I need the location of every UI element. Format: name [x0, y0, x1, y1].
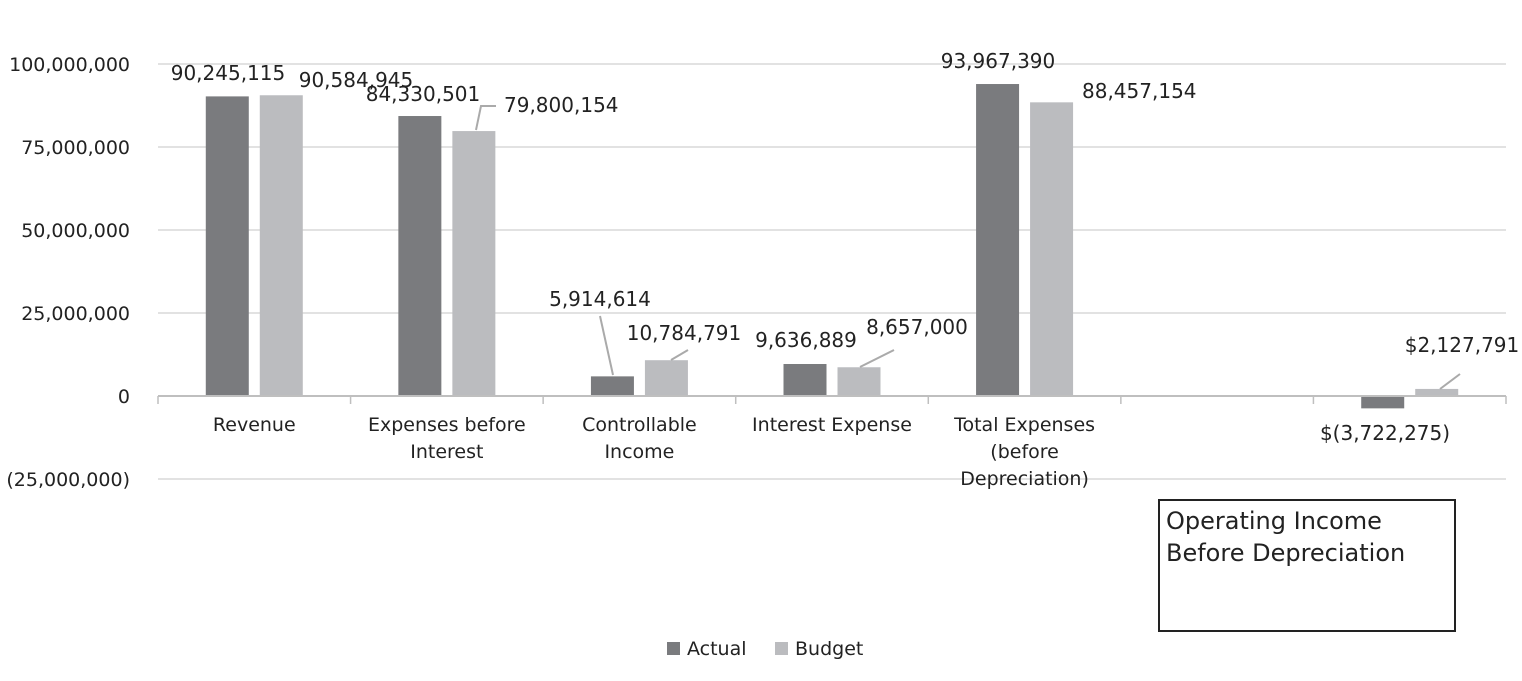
- y-tick-label: 100,000,000: [9, 54, 130, 76]
- data-label-leader: [670, 349, 689, 361]
- data-label-actual-3: 9,636,889: [755, 328, 857, 352]
- y-tick-label: 0: [118, 386, 130, 408]
- bar-budget-6: [1415, 388, 1459, 396]
- x-tick-label: Controllable: [582, 414, 697, 436]
- note-line-2: Before Depreciation: [1166, 539, 1406, 567]
- data-label-leader: [475, 105, 496, 131]
- legend-label-actual: Actual: [687, 638, 747, 660]
- bar-budget-0: [259, 95, 303, 396]
- bar-budget-3: [837, 367, 881, 396]
- data-label-budget-1: 79,800,154: [504, 93, 619, 117]
- data-label-budget-6: $2,127,791: [1405, 333, 1520, 357]
- bar-actual-1: [398, 116, 442, 396]
- bar-actual-2: [590, 376, 634, 396]
- x-tick-label: Income: [604, 441, 674, 463]
- x-tick-label: (before: [990, 441, 1059, 463]
- y-tick-label: (25,000,000): [6, 469, 130, 491]
- data-label-leader: [1439, 373, 1461, 390]
- bar-actual-6: [1361, 396, 1405, 409]
- x-axis-labels: Revenue Expenses before Interest Controllab…: [213, 414, 1095, 490]
- legend: Actual Budget: [667, 638, 863, 660]
- data-label-budget-4: 88,457,154: [1082, 79, 1197, 103]
- note-line-1: Operating Income: [1166, 507, 1382, 535]
- x-tick-label: Expenses before: [368, 414, 526, 436]
- data-labels: 90,245,115 84,330,501 5,914,614 9,636,889 93…: [171, 49, 1520, 445]
- bar-budget-1: [452, 131, 496, 397]
- x-tick-label: Total Expenses: [953, 414, 1095, 436]
- legend-swatch-budget: [775, 642, 788, 655]
- x-tick-label: Interest Expense: [752, 414, 912, 436]
- data-label-budget-2: 10,784,791: [627, 321, 742, 345]
- data-label-leader: [599, 315, 614, 376]
- x-tick-label: Interest: [410, 441, 483, 463]
- data-label-actual-4: 93,967,390: [941, 49, 1056, 73]
- bar-actual-0: [205, 96, 249, 396]
- operating-income-note: Operating Income Before Depreciation: [1158, 499, 1456, 632]
- bar-actual-3: [783, 364, 827, 396]
- data-label-actual-0: 90,245,115: [171, 61, 286, 85]
- x-tick-label: Depreciation): [960, 468, 1089, 490]
- bar-budget-2: [644, 360, 688, 396]
- legend-swatch-actual: [667, 642, 680, 655]
- y-tick-label: 50,000,000: [21, 220, 130, 242]
- data-label-actual-1: 84,330,501: [366, 82, 481, 106]
- y-tick-label: 25,000,000: [21, 303, 130, 325]
- y-axis-ticks: 100,000,000 75,000,000 50,000,000 25,000,00…: [6, 54, 130, 491]
- bar-budget-4: [1030, 102, 1074, 396]
- x-tick-label: Revenue: [213, 414, 296, 436]
- y-tick-label: 75,000,000: [21, 137, 130, 159]
- bars: [205, 84, 1459, 409]
- data-label-actual-2: 5,914,614: [549, 287, 651, 311]
- data-label-budget-3: 8,657,000: [866, 315, 968, 339]
- data-label-actual-6: $(3,722,275): [1320, 421, 1450, 445]
- x-axis: [157, 395, 1507, 404]
- data-label-budget-0: 90,584,945: [299, 68, 414, 92]
- legend-label-budget: Budget: [795, 638, 863, 660]
- bar-actual-4: [976, 84, 1020, 397]
- data-label-leader: [859, 349, 895, 368]
- gridlines: [158, 63, 1506, 480]
